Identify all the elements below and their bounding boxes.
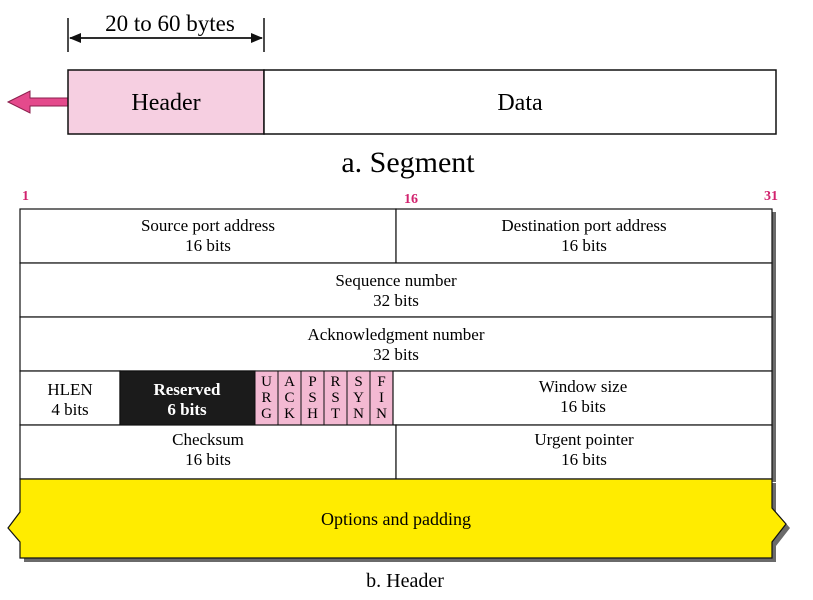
reserved-bits: 6 bits <box>167 400 207 419</box>
flag-letter: P <box>308 374 316 390</box>
sequence-bits: 32 bits <box>373 291 419 310</box>
reserved-name: Reserved <box>153 380 221 399</box>
field-sequence-number <box>19 262 773 318</box>
bit-marker-31: 31 <box>764 189 778 204</box>
checksum-name: Checksum <box>172 430 244 449</box>
field-hlen <box>19 370 121 426</box>
field-destination-port <box>395 208 773 264</box>
acknowledgment-name: Acknowledgment number <box>307 325 484 344</box>
bit-marker-16: 16 <box>404 192 418 207</box>
destination-port-bits: 16 bits <box>561 236 607 255</box>
segment-data-label: Data <box>497 90 543 116</box>
field-urgent-pointer <box>395 424 773 480</box>
sequence-name: Sequence number <box>335 271 457 290</box>
flag-letter: S <box>354 374 362 390</box>
hlen-name: HLEN <box>47 380 92 399</box>
size-label: 20 to 60 bytes <box>105 11 235 36</box>
flag-letter: N <box>376 406 387 422</box>
source-port-bits: 16 bits <box>185 236 231 255</box>
flag-letter: K <box>284 406 295 422</box>
flag-letter: S <box>331 390 339 406</box>
flag-letter: F <box>377 374 385 390</box>
options-name: Options and padding <box>321 509 471 529</box>
flag-letter: S <box>308 390 316 406</box>
segment-header-label: Header <box>131 90 200 116</box>
field-acknowledgment-number <box>19 316 773 372</box>
flag-letter: U <box>261 374 272 390</box>
acknowledgment-bits: 32 bits <box>373 345 419 364</box>
direction-arrow <box>6 90 69 114</box>
field-checksum <box>19 424 397 480</box>
flag-letter: R <box>261 390 271 406</box>
header-caption: b. Header <box>366 570 444 592</box>
segment-data-box <box>263 69 777 135</box>
bit-marker-1: 1 <box>22 189 29 204</box>
header-diagram: 1 16 31 Source port address 16 bits Dest… <box>7 189 790 592</box>
flag-letter: R <box>330 374 340 390</box>
window-bits: 16 bits <box>560 397 606 416</box>
segment-caption: a. Segment <box>341 146 475 179</box>
flag-letter: N <box>353 406 364 422</box>
source-port-name: Source port address <box>141 216 275 235</box>
checksum-bits: 16 bits <box>185 450 231 469</box>
field-options-padding <box>7 478 787 559</box>
segment-diagram: 20 to 60 bytes Header Data a. Segment <box>6 11 777 179</box>
flag-letter: Y <box>353 390 364 406</box>
urgent-bits: 16 bits <box>561 450 607 469</box>
urgent-name: Urgent pointer <box>534 430 634 449</box>
window-name: Window size <box>539 377 628 396</box>
field-reserved <box>119 370 256 426</box>
flag-letter: H <box>307 406 318 422</box>
hlen-bits: 4 bits <box>51 400 88 419</box>
flag-letter: G <box>261 406 272 422</box>
flag-letter: T <box>331 406 340 422</box>
flag-letter: I <box>379 390 384 406</box>
flag-letter: C <box>284 390 294 406</box>
destination-port-name: Destination port address <box>501 216 666 235</box>
flag-letter: A <box>284 374 295 390</box>
field-window-size <box>392 370 773 426</box>
segment-header-box <box>67 69 265 135</box>
